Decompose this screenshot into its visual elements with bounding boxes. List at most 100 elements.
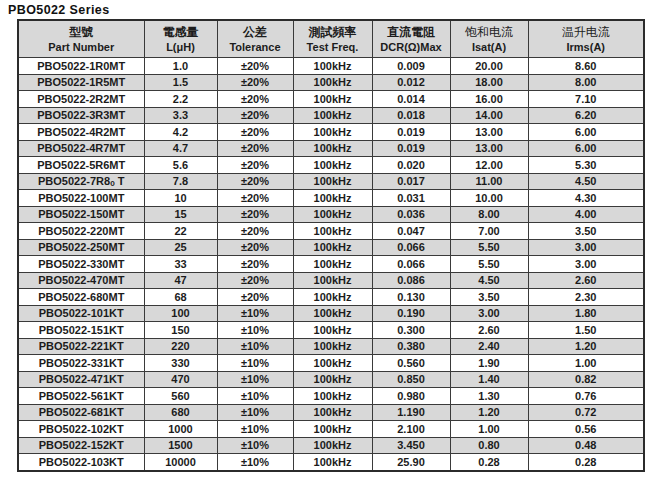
cell-part-number: PBO5022-250MT <box>18 239 144 256</box>
cell-irms: 1.00 <box>528 355 644 372</box>
cell-test-freq: 100kHz <box>293 91 372 108</box>
cell-irms: 4.50 <box>528 173 644 190</box>
cell-tolerance: ±10% <box>217 371 293 388</box>
cell-inductance: 25 <box>144 239 217 256</box>
col-header-dcr-en: DCR(Ω)Max <box>373 40 450 55</box>
col-header-part-number-en: Part Number <box>19 40 144 55</box>
cell-isat: 2.60 <box>450 322 528 339</box>
cell-part-number: PBO5022-3R3MT <box>18 107 144 124</box>
spec-table: 型號 Part Number 電感量 L(μH) 公差 Tolerance 測試… <box>17 19 645 472</box>
table-row: PBO5022-7R8ₒ T7.8±20%100kHz0.01711.004.5… <box>18 173 644 190</box>
cell-irms: 8.60 <box>528 58 644 75</box>
col-header-test-freq-zh: 測試頻率 <box>294 24 372 40</box>
cell-irms: 0.76 <box>528 388 644 405</box>
cell-dcr: 0.019 <box>372 140 450 157</box>
cell-isat: 1.20 <box>450 404 528 421</box>
cell-isat: 12.00 <box>450 157 528 174</box>
cell-test-freq: 100kHz <box>293 355 372 372</box>
cell-tolerance: ±10% <box>217 322 293 339</box>
cell-inductance: 10000 <box>144 454 217 471</box>
cell-test-freq: 100kHz <box>293 421 372 438</box>
cell-inductance: 220 <box>144 338 217 355</box>
col-header-irms-en: Irms(A) <box>529 40 644 55</box>
col-header-inductance-zh: 電感量 <box>145 24 217 40</box>
cell-dcr: 0.018 <box>372 107 450 124</box>
cell-inductance: 560 <box>144 388 217 405</box>
cell-tolerance: ±20% <box>217 272 293 289</box>
cell-tolerance: ±20% <box>217 157 293 174</box>
cell-isat: 1.40 <box>450 371 528 388</box>
cell-part-number: PBO5022-221KT <box>18 338 144 355</box>
col-header-tolerance-en: Tolerance <box>218 40 293 55</box>
cell-isat: 18.00 <box>450 74 528 91</box>
cell-test-freq: 100kHz <box>293 388 372 405</box>
cell-tolerance: ±10% <box>217 454 293 471</box>
cell-test-freq: 100kHz <box>293 305 372 322</box>
cell-tolerance: ±20% <box>217 140 293 157</box>
table-row: PBO5022-331KT330±10%100kHz0.5601.901.00 <box>18 355 644 372</box>
cell-irms: 0.28 <box>528 454 644 471</box>
cell-part-number: PBO5022-7R8ₒ T <box>18 173 144 190</box>
cell-irms: 2.60 <box>528 272 644 289</box>
cell-tolerance: ±20% <box>217 107 293 124</box>
cell-test-freq: 100kHz <box>293 74 372 91</box>
cell-inductance: 100 <box>144 305 217 322</box>
cell-dcr: 0.850 <box>372 371 450 388</box>
cell-tolerance: ±20% <box>217 173 293 190</box>
cell-test-freq: 100kHz <box>293 173 372 190</box>
cell-irms: 3.00 <box>528 239 644 256</box>
cell-part-number: PBO5022-103KT <box>18 454 144 471</box>
cell-test-freq: 100kHz <box>293 140 372 157</box>
cell-irms: 0.48 <box>528 437 644 454</box>
cell-tolerance: ±20% <box>217 206 293 223</box>
cell-irms: 0.56 <box>528 421 644 438</box>
col-header-part-number: 型號 Part Number <box>18 20 144 58</box>
col-header-test-freq-en: Test Freq. <box>294 40 372 55</box>
cell-inductance: 4.7 <box>144 140 217 157</box>
cell-inductance: 680 <box>144 404 217 421</box>
cell-dcr: 1.190 <box>372 404 450 421</box>
cell-irms: 1.20 <box>528 338 644 355</box>
cell-part-number: PBO5022-330MT <box>18 256 144 273</box>
cell-irms: 8.00 <box>528 74 644 91</box>
cell-irms: 3.00 <box>528 256 644 273</box>
cell-dcr: 0.020 <box>372 157 450 174</box>
datasheet-page: PBO5022 Series 型號 Part Number 電感量 L(μH) … <box>0 0 655 481</box>
table-row: PBO5022-4R2MT4.2±20%100kHz0.01913.006.00 <box>18 124 644 141</box>
col-header-dcr: 直流電阻 DCR(Ω)Max <box>372 20 450 58</box>
cell-test-freq: 100kHz <box>293 157 372 174</box>
table-row: PBO5022-152KT1500±10%100kHz3.4500.800.48 <box>18 437 644 454</box>
cell-irms: 1.80 <box>528 305 644 322</box>
cell-inductance: 3.3 <box>144 107 217 124</box>
cell-inductance: 22 <box>144 223 217 240</box>
cell-tolerance: ±20% <box>217 58 293 75</box>
cell-inductance: 10 <box>144 190 217 207</box>
table-row: PBO5022-681KT680±10%100kHz1.1901.200.72 <box>18 404 644 421</box>
cell-part-number: PBO5022-1R5MT <box>18 74 144 91</box>
cell-dcr: 0.560 <box>372 355 450 372</box>
cell-dcr: 0.019 <box>372 124 450 141</box>
cell-dcr: 0.009 <box>372 58 450 75</box>
cell-irms: 4.30 <box>528 190 644 207</box>
cell-test-freq: 100kHz <box>293 223 372 240</box>
cell-irms: 2.30 <box>528 289 644 306</box>
cell-inductance: 47 <box>144 272 217 289</box>
cell-tolerance: ±20% <box>217 190 293 207</box>
cell-test-freq: 100kHz <box>293 338 372 355</box>
cell-dcr: 0.031 <box>372 190 450 207</box>
cell-isat: 3.00 <box>450 305 528 322</box>
cell-part-number: PBO5022-470MT <box>18 272 144 289</box>
cell-test-freq: 100kHz <box>293 371 372 388</box>
cell-dcr: 0.300 <box>372 322 450 339</box>
cell-part-number: PBO5022-4R2MT <box>18 124 144 141</box>
cell-part-number: PBO5022-151KT <box>18 322 144 339</box>
table-body: PBO5022-1R0MT1.0±20%100kHz0.00920.008.60… <box>18 58 644 471</box>
cell-isat: 11.00 <box>450 173 528 190</box>
cell-irms: 3.50 <box>528 223 644 240</box>
cell-tolerance: ±10% <box>217 305 293 322</box>
table-row: PBO5022-1R0MT1.0±20%100kHz0.00920.008.60 <box>18 58 644 75</box>
cell-inductance: 5.6 <box>144 157 217 174</box>
table-row: PBO5022-561KT560±10%100kHz0.9801.300.76 <box>18 388 644 405</box>
cell-inductance: 68 <box>144 289 217 306</box>
cell-isat: 8.00 <box>450 206 528 223</box>
